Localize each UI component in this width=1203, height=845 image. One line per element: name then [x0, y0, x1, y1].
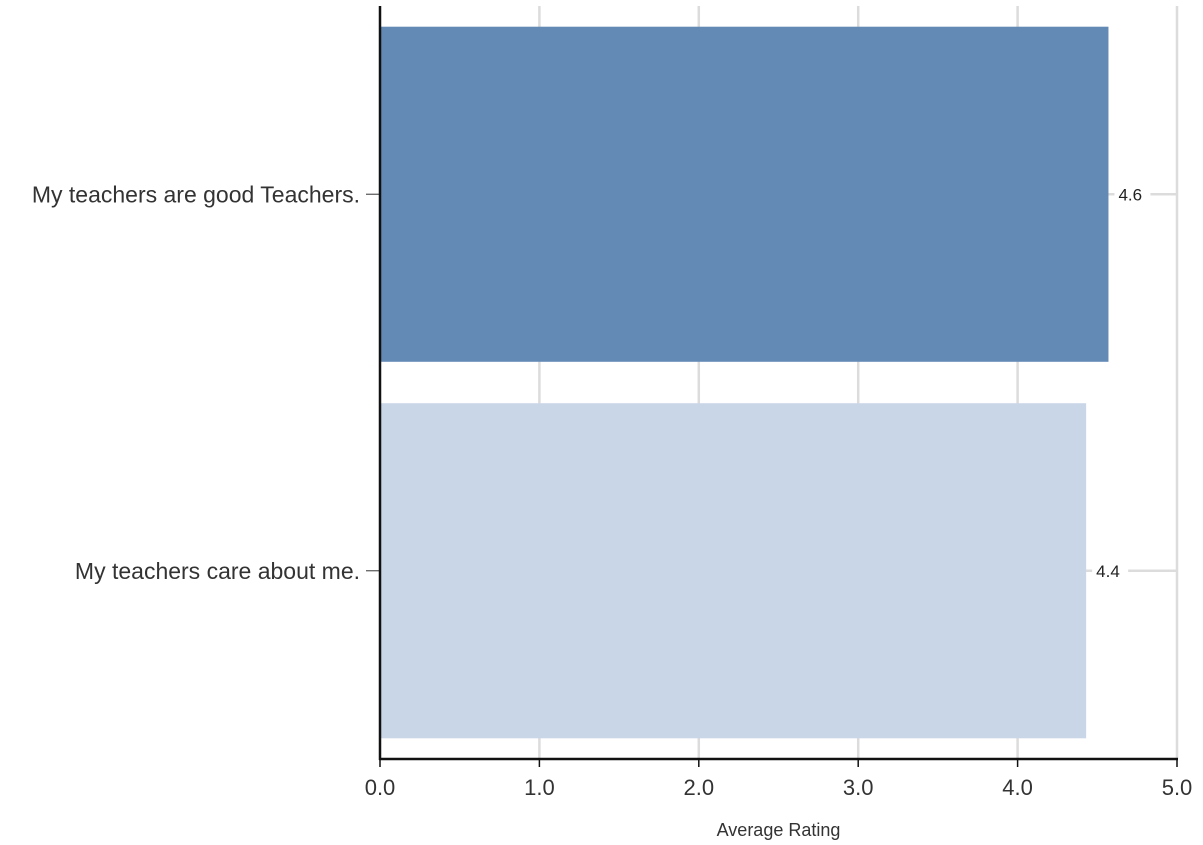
y-axis-category-label: My teachers care about me.	[75, 558, 360, 584]
x-axis-tick-label: 0.0	[365, 775, 396, 800]
x-axis-tick-label: 3.0	[843, 775, 874, 800]
bar	[380, 26, 1109, 362]
bars	[380, 26, 1109, 739]
data-label-background	[1092, 560, 1129, 581]
y-axis-category-label: My teachers are good Teachers.	[32, 181, 360, 207]
data-label: 4.6	[1118, 185, 1142, 204]
data-label: 4.4	[1096, 562, 1120, 581]
data-label-background	[1114, 184, 1151, 205]
labels: 4.6 My teachers are good Teachers. 4.4 My t…	[32, 181, 1192, 800]
axes	[366, 6, 1178, 767]
x-axis-tick-label: 4.0	[1002, 775, 1033, 800]
x-axis-title: Average Rating	[717, 820, 841, 840]
x-axis-tick-label: 5.0	[1162, 775, 1193, 800]
bar	[380, 403, 1087, 739]
x-axis-tick-label: 1.0	[524, 775, 555, 800]
x-axis-tick-label: 2.0	[684, 775, 715, 800]
